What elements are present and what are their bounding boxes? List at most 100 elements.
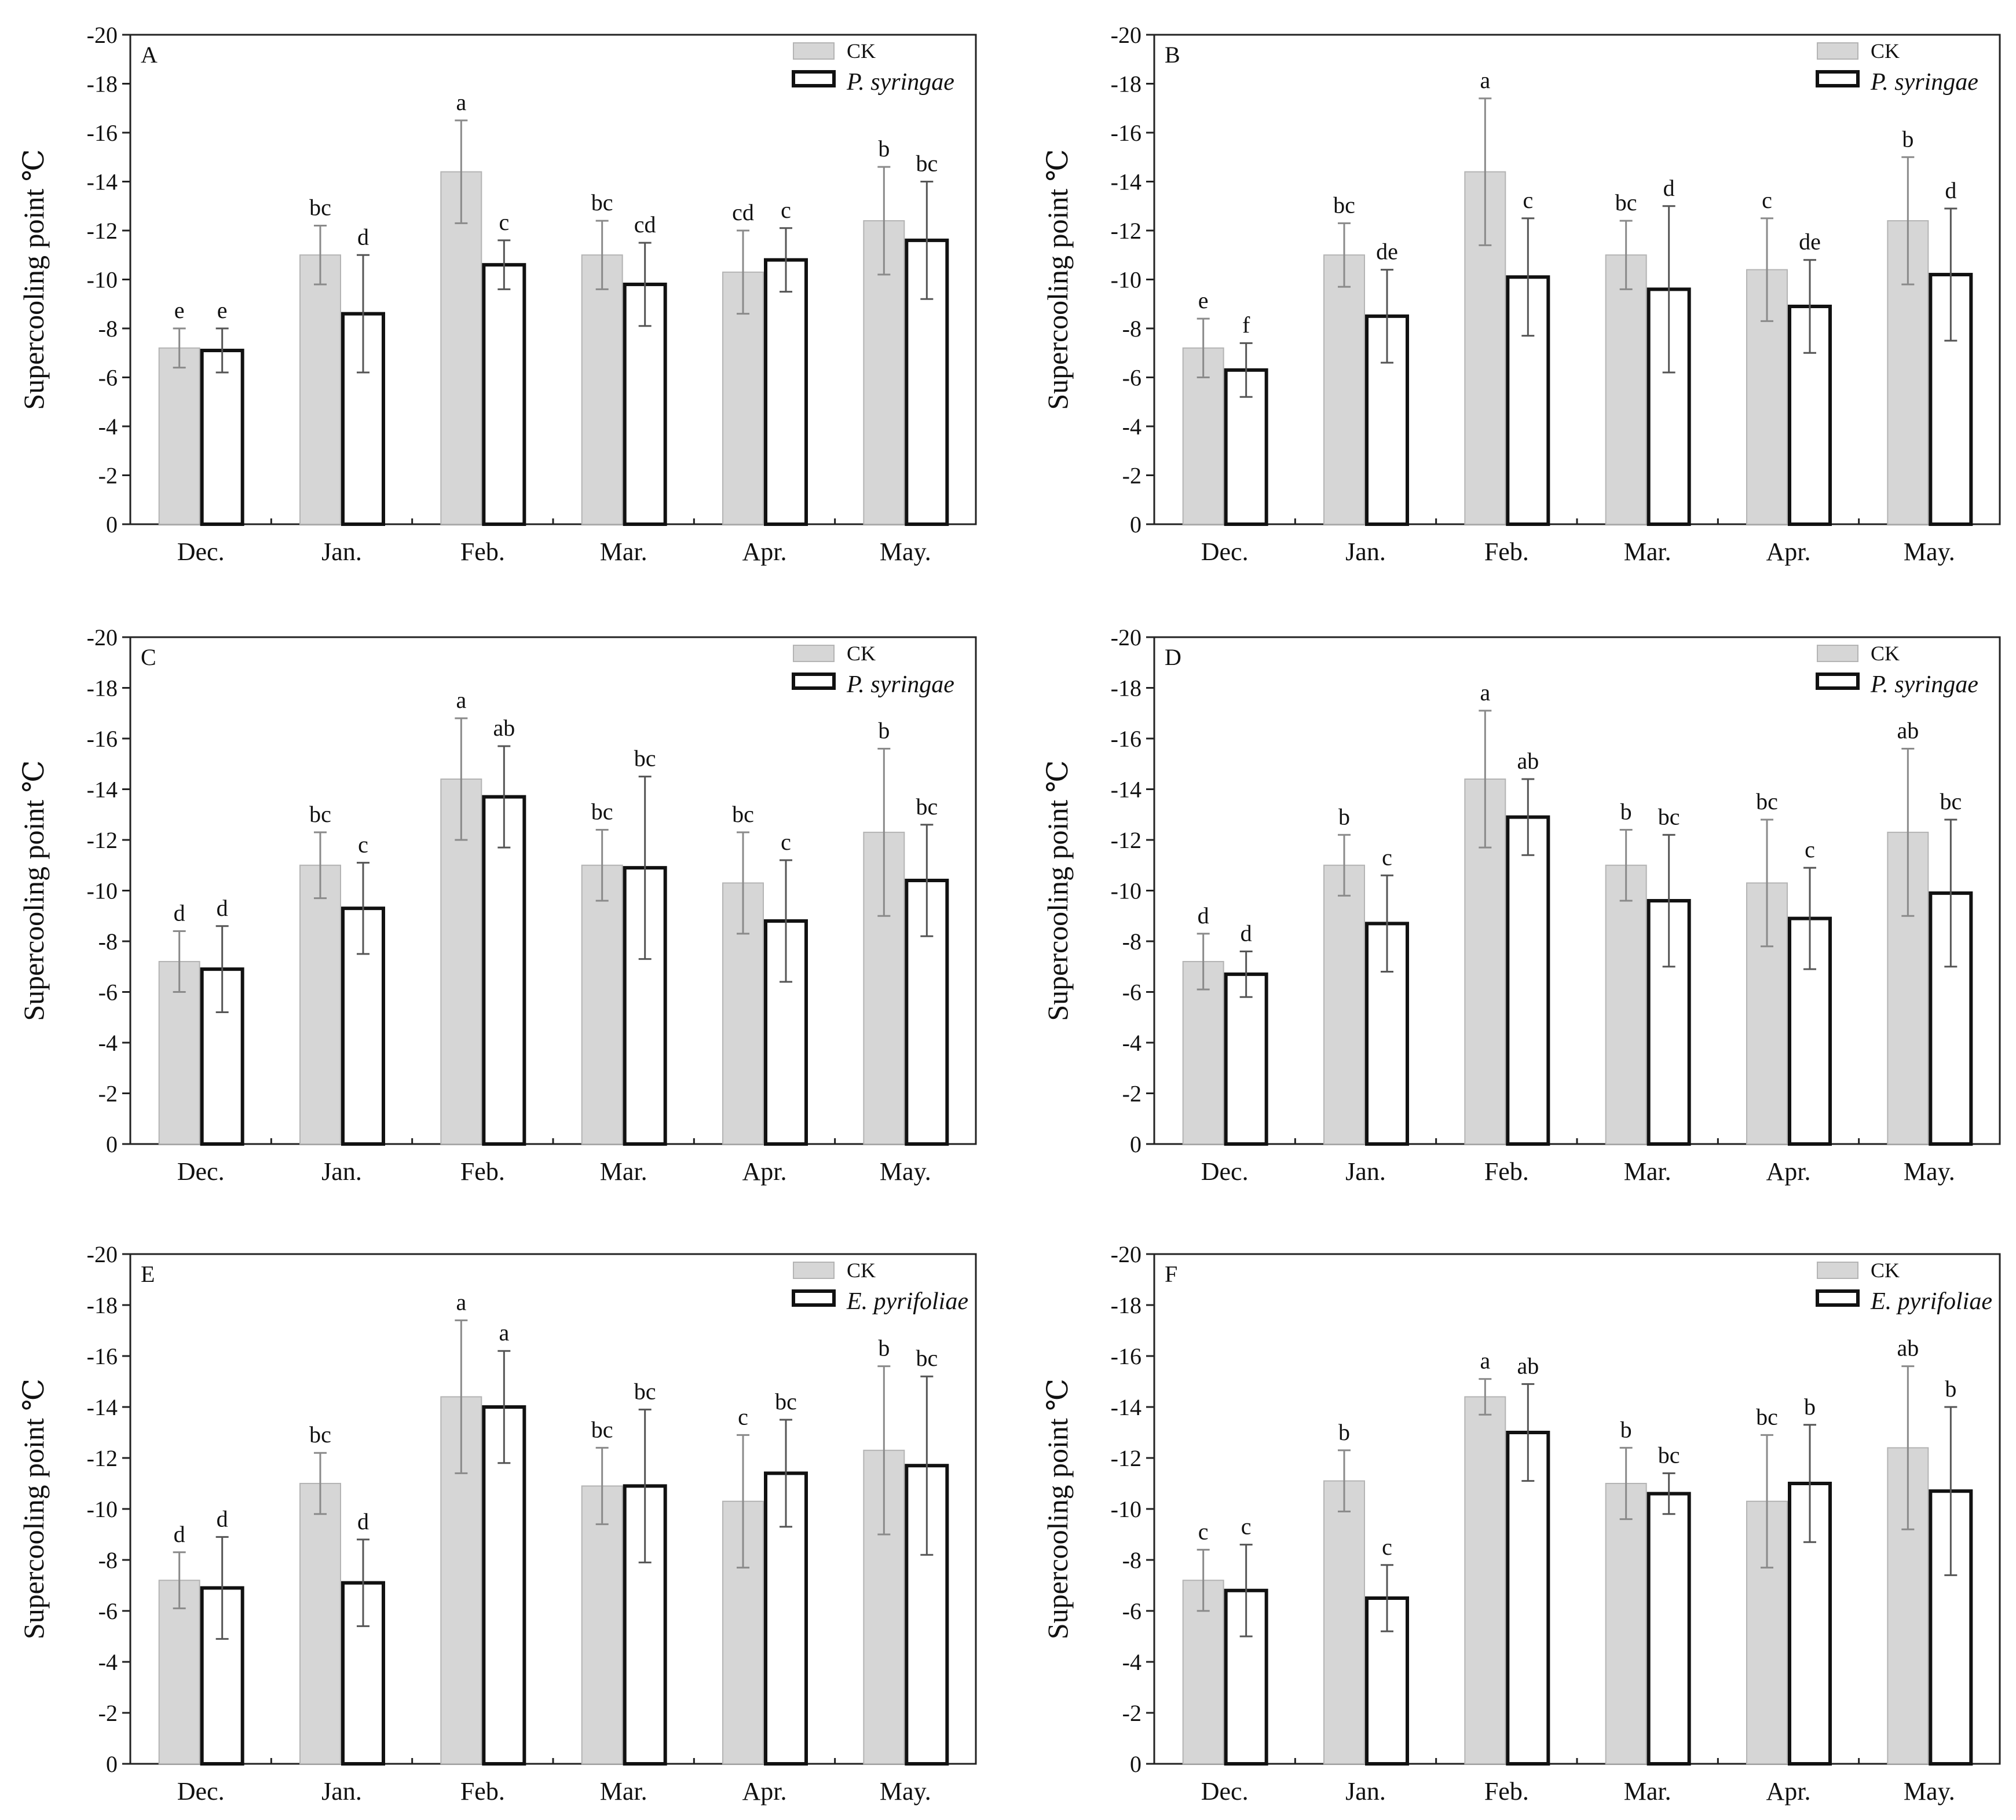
- y-tick-label: -16: [87, 120, 118, 146]
- legend-label-treatment: P. syringae: [1870, 671, 1978, 698]
- significance-letter: c: [499, 209, 509, 235]
- legend-label-ck: CK: [1871, 1259, 1900, 1282]
- bar-ck: [1605, 1483, 1647, 1764]
- x-tick-label: Jan.: [1345, 1157, 1386, 1186]
- bar-ck: [1323, 254, 1365, 525]
- y-axis-label: Supercooling point ℃: [17, 760, 50, 1021]
- y-tick-label: 0: [106, 1751, 118, 1777]
- bar-ck: [299, 864, 341, 1145]
- significance-letter: b: [1338, 803, 1350, 829]
- significance-letter: cd: [634, 211, 656, 237]
- x-tick-label: May.: [1904, 538, 1955, 566]
- significance-letter: bc: [591, 189, 613, 215]
- y-tick-label: -2: [1122, 1081, 1141, 1107]
- bar-ck: [581, 254, 623, 525]
- x-tick-label: Jan.: [1345, 1777, 1386, 1806]
- significance-letter: bc: [309, 1421, 331, 1448]
- legend-swatch-ck: [793, 1262, 835, 1279]
- significance-letter: bc: [634, 1378, 656, 1404]
- bar-ck: [1323, 1480, 1365, 1765]
- y-tick-label: -8: [98, 316, 118, 342]
- significance-letter: bc: [916, 151, 938, 177]
- x-tick-label: Feb.: [1484, 1157, 1529, 1186]
- x-tick-label: Feb.: [460, 1157, 505, 1186]
- bar-treatment: [200, 349, 244, 527]
- x-tick-label: Dec.: [1201, 1777, 1249, 1806]
- significance-letter: ab: [1897, 718, 1919, 744]
- y-tick-label: -12: [1111, 218, 1141, 244]
- significance-letter: c: [781, 197, 791, 223]
- significance-letter: c: [1805, 836, 1815, 863]
- legend-swatch-treatment: [792, 1289, 836, 1307]
- x-tick-label: May.: [880, 538, 931, 566]
- y-tick-label: -6: [1122, 980, 1141, 1006]
- y-tick-label: -8: [1122, 316, 1141, 342]
- y-axis-label: Supercooling point ℃: [1041, 149, 1074, 410]
- y-tick-label: -6: [98, 980, 118, 1006]
- y-tick-label: -8: [1122, 929, 1141, 955]
- significance-letter: ab: [1517, 748, 1539, 774]
- significance-letter: c: [781, 829, 791, 855]
- y-tick-label: -2: [1122, 463, 1141, 489]
- x-tick-label: Mar.: [600, 538, 647, 566]
- bar-ck: [1605, 864, 1647, 1145]
- bar-ck: [581, 1485, 623, 1764]
- legend-swatch-treatment: [792, 673, 836, 690]
- y-tick-label: 0: [106, 511, 118, 538]
- y-tick-label: -4: [1122, 1030, 1141, 1056]
- x-tick-label: May.: [880, 1157, 931, 1186]
- y-tick-label: -20: [87, 22, 118, 48]
- y-tick-label: -14: [87, 169, 118, 195]
- y-tick-label: -14: [1111, 777, 1141, 803]
- significance-letter: bc: [309, 195, 331, 221]
- x-tick-label: Jan.: [1345, 538, 1386, 566]
- x-tick-label: Dec.: [177, 538, 225, 566]
- significance-letter: a: [456, 687, 466, 713]
- y-tick-label: -10: [87, 878, 118, 904]
- y-tick-label: -4: [1122, 414, 1141, 440]
- y-tick-label: 0: [1130, 1751, 1141, 1777]
- y-tick-label: -2: [98, 1081, 118, 1107]
- significance-letter: c: [738, 1404, 748, 1430]
- significance-letter: c: [1382, 1534, 1392, 1560]
- significance-letter: bc: [591, 799, 613, 825]
- significance-letter: d: [174, 1521, 185, 1547]
- significance-letter: a: [499, 1320, 509, 1346]
- x-tick-label: Apr.: [742, 1777, 787, 1806]
- y-tick-label: 0: [106, 1131, 118, 1157]
- y-tick-label: -20: [1111, 624, 1141, 650]
- y-tick-label: -6: [1122, 365, 1141, 391]
- legend-swatch-treatment: [1816, 673, 1860, 690]
- y-tick-label: -4: [98, 1649, 118, 1675]
- bar-ck: [299, 254, 341, 525]
- significance-letter: bc: [1756, 1404, 1778, 1430]
- y-tick-label: -20: [1111, 1241, 1141, 1267]
- legend-swatch-ck: [793, 645, 835, 662]
- bar-treatment: [1506, 815, 1550, 1146]
- bar-treatment: [482, 795, 526, 1146]
- y-tick-label: -16: [87, 726, 118, 752]
- x-tick-label: Mar.: [1624, 1777, 1671, 1806]
- bar-treatment: [764, 258, 808, 526]
- plot-frame: [1153, 34, 2001, 525]
- significance-letter: b: [1945, 1376, 1956, 1402]
- significance-letter: a: [1480, 67, 1490, 93]
- significance-letter: ab: [1517, 1353, 1539, 1379]
- legend-label-treatment: P. syringae: [846, 671, 954, 698]
- y-tick-label: -10: [1111, 878, 1141, 904]
- bar-treatment: [1647, 1492, 1691, 1766]
- x-tick-label: Feb.: [460, 1777, 505, 1806]
- significance-letter: bc: [1658, 803, 1680, 829]
- y-tick-label: -4: [1122, 1649, 1141, 1675]
- significance-letter: b: [878, 1335, 890, 1361]
- significance-letter: d: [357, 224, 369, 250]
- y-tick-label: -16: [1111, 726, 1141, 752]
- significance-letter: bc: [1333, 192, 1355, 218]
- x-tick-label: Feb.: [460, 538, 505, 566]
- y-tick-label: -18: [87, 71, 118, 97]
- x-tick-label: Apr.: [742, 1157, 787, 1186]
- legend-swatch-treatment: [1816, 70, 1860, 87]
- y-tick-label: -6: [98, 365, 118, 391]
- x-tick-label: Jan.: [321, 1157, 362, 1186]
- significance-letter: d: [1241, 920, 1252, 946]
